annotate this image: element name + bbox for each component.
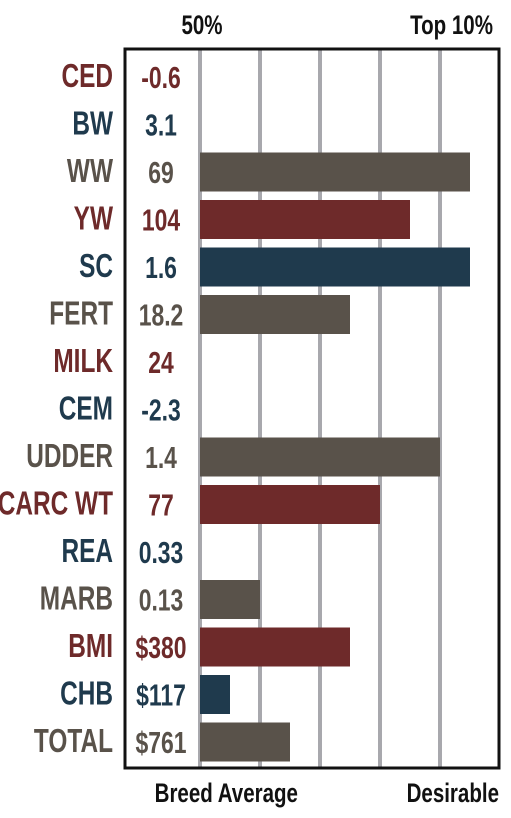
row-label-yw: YW (74, 201, 114, 237)
row-labels: CED -0.6 BW 3.1 WW 69 YW 104 SC 1.6 FERT 18.2 MILK 24… (0, 59, 186, 760)
row-value-bw: 3.1 (145, 107, 177, 142)
row-label-rea: REA (61, 534, 113, 570)
row-label-ced: CED (61, 59, 113, 95)
row-label-cem: CEM (59, 391, 113, 427)
bar-chb (200, 675, 230, 714)
row-value-rea: 0.33 (139, 534, 184, 569)
chart-frame (123, 47, 501, 770)
row-label-chb: CHB (60, 676, 113, 712)
bar-ww (200, 152, 470, 192)
bottom-left-scale-label: Breed Average (154, 778, 298, 808)
top-right-scale-label: Top 10% (410, 10, 493, 40)
bar-yw (200, 200, 410, 239)
row-value-bmi: $380 (136, 629, 187, 664)
row-value-cem: -2.3 (141, 392, 181, 427)
row-value-milk: 24 (148, 344, 174, 379)
row-label-ww: WW (67, 154, 114, 190)
row-label-marb: MARB (40, 581, 113, 617)
row-label-bw: BW (72, 106, 113, 142)
row-label-milk: MILK (53, 344, 113, 380)
bar-fert (200, 295, 350, 334)
row-value-carc-wt: 77 (148, 487, 173, 522)
row-value-ced: -0.6 (141, 59, 181, 94)
row-value-fert: 18.2 (139, 297, 184, 332)
row-value-chb: $117 (136, 677, 186, 712)
bar-carc-wt (200, 485, 380, 524)
bar-sc (200, 247, 470, 287)
top-left-scale-label: 50% (181, 10, 223, 40)
row-value-ww: 69 (148, 154, 173, 189)
bar-udder (200, 437, 440, 477)
bottom-right-scale-label: Desirable (406, 778, 499, 808)
row-value-marb: 0.13 (139, 582, 184, 617)
row-value-sc: 1.6 (145, 249, 177, 284)
bar-bmi (200, 627, 350, 667)
bar-total (200, 722, 290, 762)
bar-marb (200, 580, 260, 619)
row-label-sc: SC (79, 249, 113, 285)
row-value-udder: 1.4 (145, 439, 178, 474)
row-value-total: $761 (136, 724, 187, 759)
row-label-total: TOTAL (34, 724, 113, 760)
row-label-udder: UDDER (26, 439, 113, 475)
row-label-carc-wt: CARC WT (0, 486, 113, 522)
row-label-fert: FERT (49, 296, 113, 332)
bars (200, 152, 470, 762)
row-label-bmi: BMI (68, 629, 113, 665)
row-value-yw: 104 (142, 202, 181, 237)
